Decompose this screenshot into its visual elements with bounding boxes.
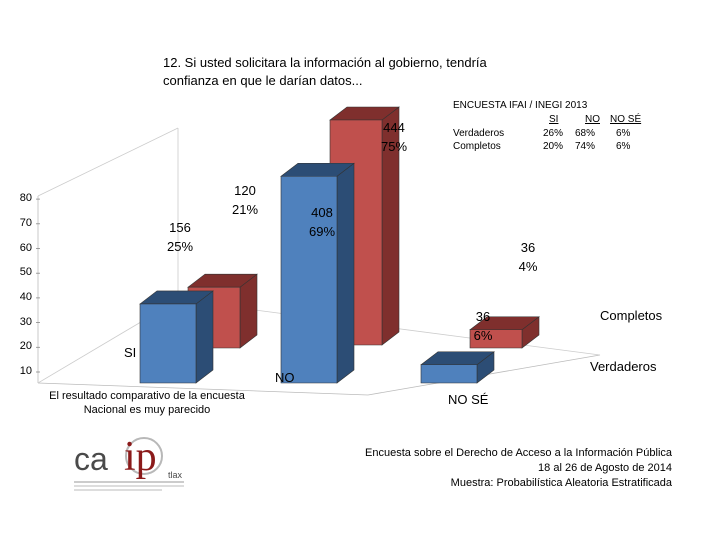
bar-verdaderos-2-front <box>420 364 478 384</box>
comparison-note: El resultado comparativo de la encuesta … <box>49 390 245 416</box>
bar-verdaderos-1-side <box>336 162 355 384</box>
data-label-verdaderos-no: 408 69% <box>308 205 336 239</box>
logo-text-ip: ip <box>124 434 157 480</box>
logo-text-ca: ca <box>74 441 108 477</box>
data-label-completos-si: 120 21% <box>231 183 259 217</box>
bar-verdaderos-0-front <box>139 303 197 384</box>
legend-completos: Completos <box>600 308 663 323</box>
bar-completos-2-front <box>469 329 523 349</box>
reference-cell: 74% <box>575 141 596 152</box>
y-tick-label: 40 <box>19 290 32 303</box>
y-tick-label: 70 <box>19 216 32 229</box>
reference-cell: 20% <box>543 141 564 152</box>
legend-verdaderos: Verdaderos <box>590 359 657 374</box>
category-label-no: NO <box>275 370 295 385</box>
data-label-completos-no: 444 75% <box>380 120 408 154</box>
chart-title: 12. Si usted solicitara la información a… <box>163 55 487 88</box>
reference-header-si: SI <box>549 114 559 125</box>
reference-cell: 6% <box>616 141 631 152</box>
reference-header-nose: NO SÉ <box>610 114 642 125</box>
reference-table-title: ENCUESTA IFAI / INEGI 2013 <box>453 100 588 111</box>
y-tick-label: 50 <box>19 266 32 279</box>
y-tick-label: 60 <box>19 241 32 254</box>
bar-verdaderos-1-front <box>280 175 338 384</box>
y-tick-label: 10 <box>19 365 32 377</box>
caip-logo: ca ip tlax <box>72 430 190 496</box>
y-tick-label: 20 <box>19 340 32 353</box>
survey-info: Encuesta sobre el Derecho de Acceso a la… <box>365 447 672 489</box>
data-label-verdaderos-nose: 36 6% <box>473 309 493 343</box>
data-label-completos-nose: 36 4% <box>518 240 538 274</box>
data-label-verdaderos-si: 156 25% <box>166 220 194 254</box>
reference-row-label-verdaderos: Verdaderos <box>453 128 505 139</box>
reference-cell: 6% <box>616 128 631 139</box>
bar-verdaderos-0-side <box>195 290 214 384</box>
reference-row-label-completos: Completos <box>453 141 501 152</box>
y-tick-label: 80 <box>19 192 32 205</box>
reference-cell: 68% <box>575 128 596 139</box>
reference-header-no: NO <box>585 114 600 125</box>
category-label-si: SI <box>124 345 137 360</box>
logo-ring <box>125 437 163 475</box>
y-tick-label: 30 <box>19 315 32 328</box>
wall-top-edge <box>37 127 179 197</box>
floor-front-edge <box>37 382 369 396</box>
logo-text-tlax: tlax <box>168 470 183 480</box>
reference-cell: 26% <box>543 128 564 139</box>
category-label-nose: NO SÉ <box>448 392 489 407</box>
